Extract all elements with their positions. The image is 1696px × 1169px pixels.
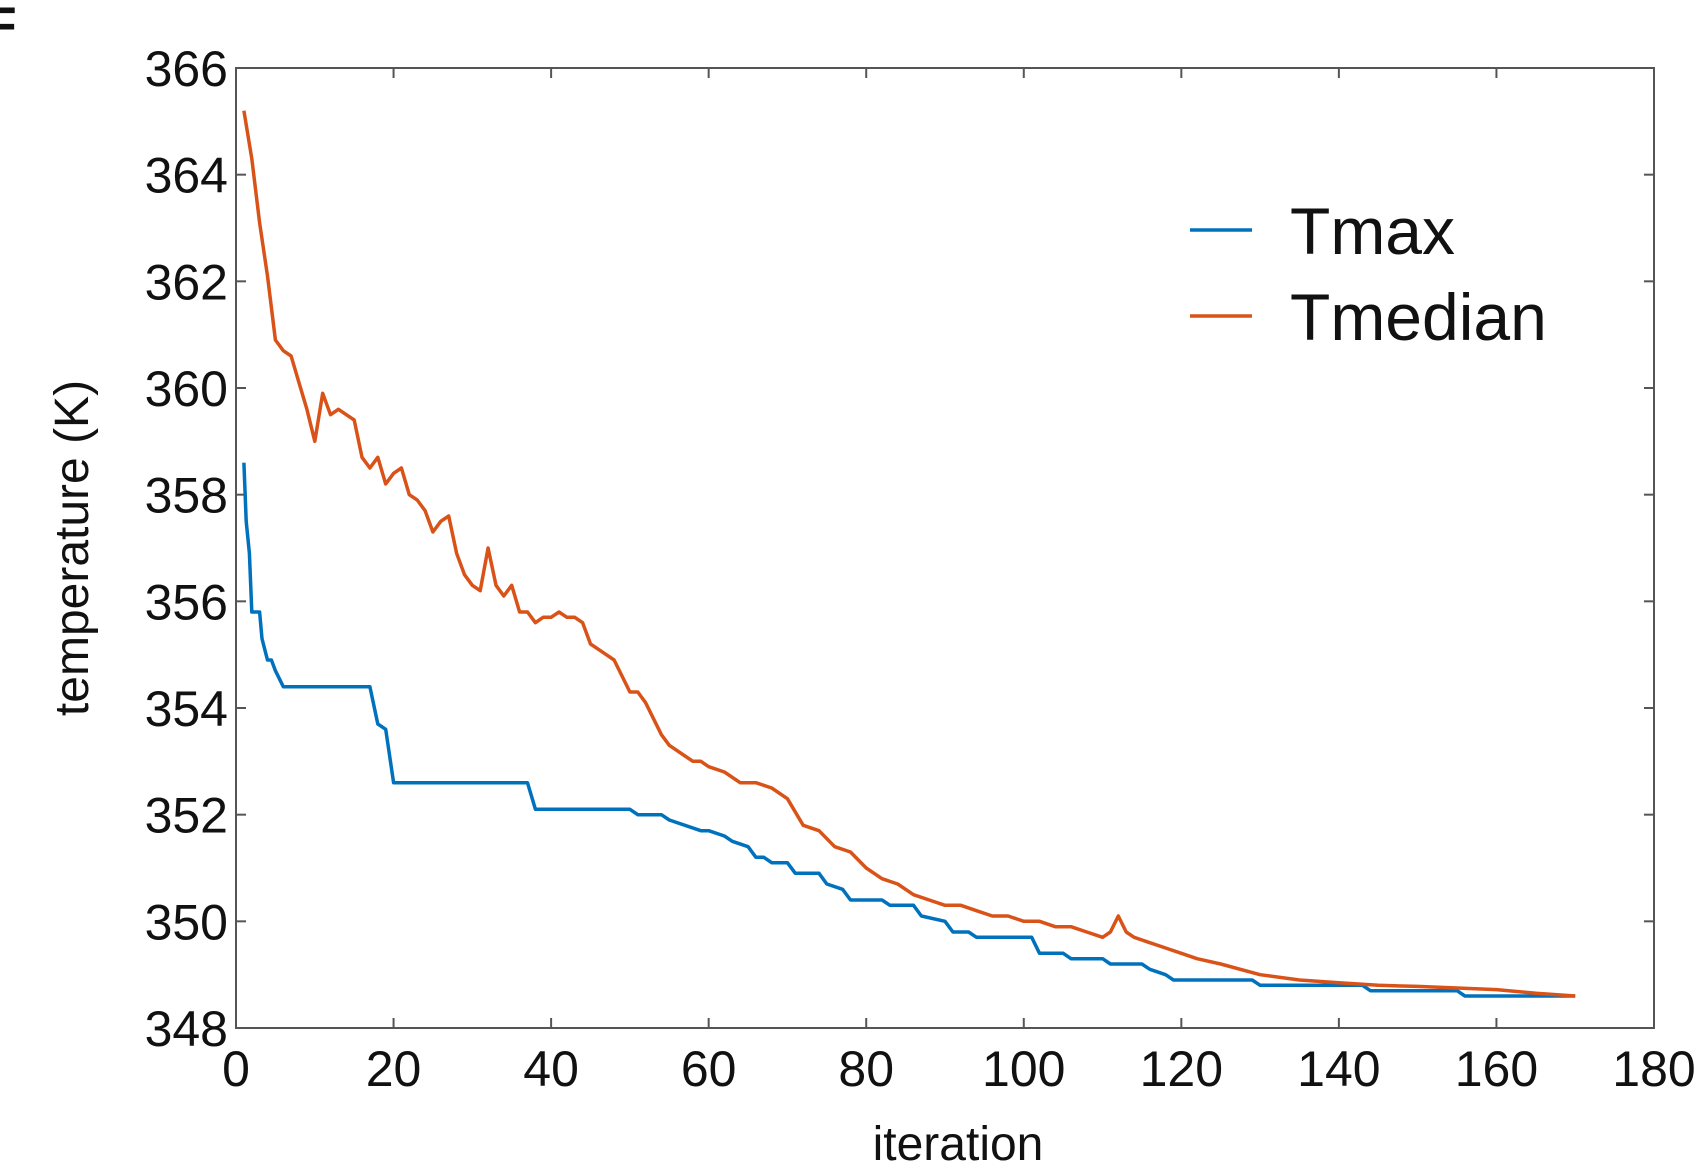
- x-tick-label: 80: [838, 1041, 894, 1097]
- x-tick-label: 40: [523, 1041, 579, 1097]
- x-tick-label: 120: [1140, 1041, 1223, 1097]
- y-tick-label: 356: [145, 574, 228, 630]
- x-tick-label: 180: [1612, 1041, 1695, 1097]
- y-tick-label: 350: [145, 894, 228, 950]
- legend-label-tmedian: Tmedian: [1290, 280, 1547, 354]
- x-tick-label: 140: [1297, 1041, 1380, 1097]
- legend-label-tmax: Tmax: [1290, 194, 1455, 268]
- y-tick-label: 364: [145, 148, 228, 204]
- y-tick-label: 348: [145, 1001, 228, 1057]
- y-tick-labels: 348 350 352 354 356 358 360 362 364 366: [145, 41, 228, 1057]
- x-tick-label: 100: [982, 1041, 1065, 1097]
- y-tick-label: 366: [145, 41, 228, 97]
- x-tick-label: 60: [681, 1041, 737, 1097]
- y-tick-label: 360: [145, 361, 228, 417]
- x-tick-label: 20: [366, 1041, 422, 1097]
- y-tick-label: 352: [145, 788, 228, 844]
- plot-frame: [235, 67, 1655, 1029]
- x-tick-label: 160: [1455, 1041, 1538, 1097]
- panel-letter: F: [0, 0, 17, 53]
- tick-marks: [235, 67, 1655, 1029]
- x-axis-label: iteration: [873, 1118, 1044, 1169]
- y-axis-label: temperature (K): [46, 380, 99, 716]
- x-tick-labels: 0 20 40 60 80 100 120 140 160 180: [222, 1041, 1696, 1097]
- y-tick-label: 362: [145, 254, 228, 310]
- y-tick-label: 358: [145, 468, 228, 524]
- series-line-tmedian: [242, 110, 1576, 998]
- y-tick-label: 354: [145, 681, 228, 737]
- legend: Tmax Tmedian: [1190, 194, 1547, 354]
- series-lines: [242, 110, 1576, 998]
- series-line-tmax: [242, 462, 1576, 998]
- x-tick-label: 0: [222, 1041, 250, 1097]
